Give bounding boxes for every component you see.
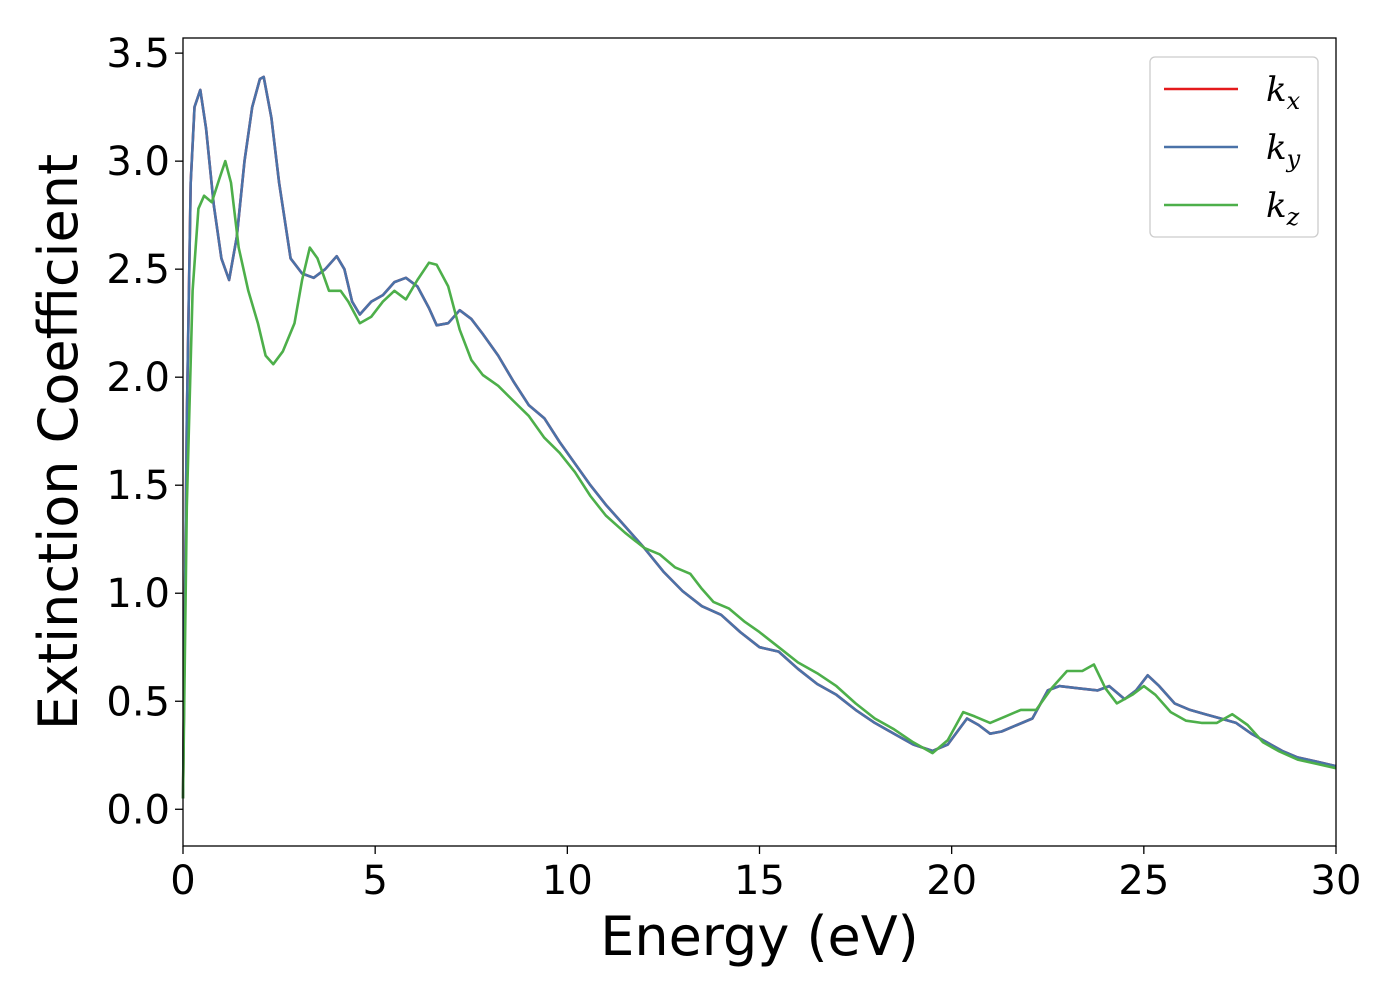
y-tick-label: 2.5 [106,247,170,293]
y-tick-label: 0.0 [106,787,170,833]
x-tick-label: 15 [734,858,785,904]
legend-label: ky [1266,128,1301,173]
x-axis-title: Energy (eV) [600,905,919,968]
series-line-ky [181,75,1337,799]
legend: kx ky kz [1149,56,1319,238]
x-axis-ticks: 0 5 10 15 20 25 30 [170,846,1361,904]
y-tick-label: 0.5 [106,679,170,725]
y-axis-ticks: 0.0 0.5 1.0 1.5 2.0 2.5 3.0 3.5 [106,31,183,833]
y-tick-label: 3.0 [106,139,170,185]
x-tick-label: 0 [170,858,195,904]
y-tick-label: 1.5 [106,463,170,509]
x-tick-label: 10 [542,858,593,904]
y-tick-label: 3.5 [106,31,170,77]
x-tick-label: 30 [1311,858,1362,904]
y-tick-label: 2.0 [106,355,170,401]
y-tick-label: 1.0 [106,571,170,617]
plot-lines [181,75,1337,799]
x-tick-label: 25 [1118,858,1169,904]
x-tick-label: 20 [926,858,977,904]
series-line-kz [181,159,1337,799]
y-axis-title: Extinction Coefficient [27,154,90,730]
legend-label: kx [1266,70,1301,115]
legend-label: kz [1266,186,1300,231]
x-tick-label: 5 [362,858,387,904]
